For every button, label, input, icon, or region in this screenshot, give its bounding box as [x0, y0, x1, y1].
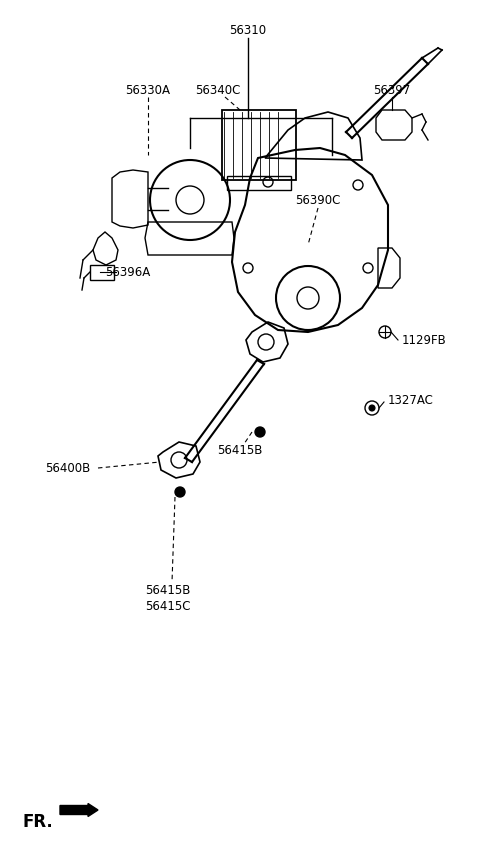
Text: 1327AC: 1327AC [388, 394, 434, 407]
Text: 56340C: 56340C [195, 83, 240, 96]
FancyArrow shape [60, 803, 98, 817]
Text: 56415B: 56415B [217, 444, 263, 456]
Text: 56415C: 56415C [145, 600, 191, 613]
Circle shape [175, 487, 185, 497]
Bar [90, 265, 114, 280]
Bar [222, 110, 296, 180]
Text: 1129FB: 1129FB [402, 334, 447, 347]
Text: 56330A: 56330A [125, 83, 170, 96]
Text: FR.: FR. [22, 813, 53, 831]
Text: 56396A: 56396A [106, 265, 151, 279]
Text: 56415B: 56415B [145, 583, 191, 596]
Text: 56310: 56310 [229, 23, 266, 37]
Text: 56397: 56397 [373, 83, 410, 96]
Text: 56390C: 56390C [295, 194, 341, 207]
Circle shape [369, 405, 375, 411]
Bar [227, 176, 291, 190]
Circle shape [255, 427, 265, 437]
Text: 56400B: 56400B [46, 462, 91, 474]
